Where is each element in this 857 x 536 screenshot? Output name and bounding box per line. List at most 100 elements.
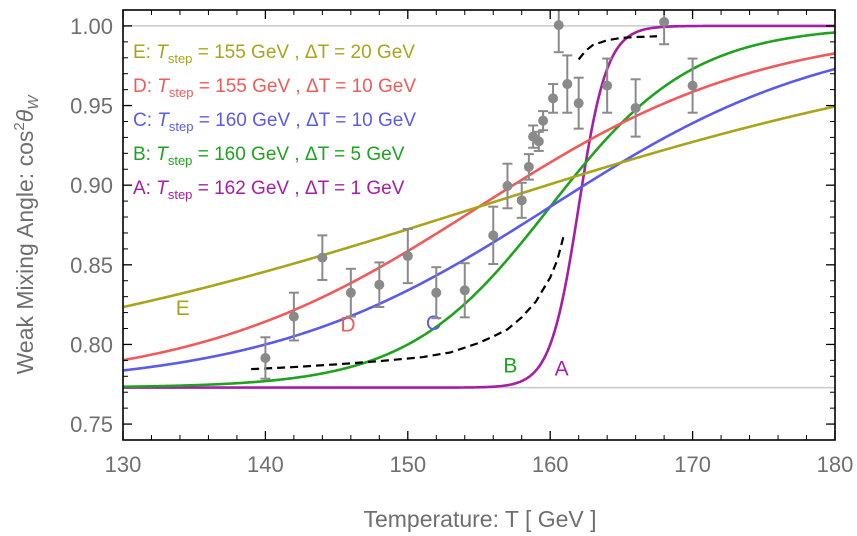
data-point-14 bbox=[538, 110, 549, 132]
y-axis-title-sub: W bbox=[25, 94, 42, 110]
y-axis-title: Weak Mixing Angle: cos2θW bbox=[11, 94, 42, 375]
data-marker bbox=[687, 80, 698, 91]
data-marker bbox=[538, 115, 549, 126]
plot-frame bbox=[122, 9, 836, 441]
dashed-curve-segment1 bbox=[251, 232, 566, 371]
legend-prefix: E: bbox=[133, 42, 156, 63]
data-point-19 bbox=[602, 57, 613, 114]
y-tick-label: 0.75 bbox=[70, 412, 113, 437]
legend-entry-b: B: Tstep = 160 GeV , ΔT = 5 GeV bbox=[133, 144, 405, 168]
data-marker bbox=[516, 195, 527, 206]
legend-t: T bbox=[156, 42, 169, 63]
curve-e bbox=[123, 105, 835, 309]
data-marker bbox=[602, 80, 613, 91]
legend: E: Tstep = 155 GeV , ΔT = 20 GeV D: Tstep… bbox=[133, 42, 416, 202]
data-marker bbox=[562, 79, 573, 90]
data-marker bbox=[317, 252, 328, 263]
data-marker bbox=[431, 287, 442, 298]
legend-entry-e: E: Tstep = 155 GeV , ΔT = 20 GeV bbox=[133, 42, 415, 66]
data-marker bbox=[459, 285, 470, 296]
legend-sub: step bbox=[169, 119, 194, 134]
data-marker bbox=[345, 287, 356, 298]
curve-label-e: E bbox=[176, 297, 190, 320]
legend-rest: = 160 GeV , ΔT = 10 GeV bbox=[193, 110, 416, 131]
data-marker bbox=[523, 161, 534, 172]
data-marker bbox=[573, 98, 584, 109]
y-tick-label: 0.80 bbox=[70, 332, 113, 357]
data-point-6 bbox=[431, 266, 442, 320]
legend-prefix: A: bbox=[133, 178, 156, 199]
plot-area: A B C D E bbox=[123, 10, 835, 389]
data-marker bbox=[260, 352, 271, 363]
data-point-8 bbox=[488, 205, 499, 266]
x-tick-label: 170 bbox=[674, 452, 711, 477]
y-tick-label: 0.85 bbox=[70, 253, 113, 278]
data-point-18 bbox=[573, 76, 584, 130]
data-marker bbox=[402, 251, 413, 262]
legend-entry-c: C: Tstep = 160 GeV , ΔT = 10 GeV bbox=[133, 110, 416, 134]
legend-prefix: B: bbox=[133, 144, 156, 165]
data-marker bbox=[553, 20, 564, 31]
data-point-22 bbox=[687, 57, 698, 114]
curve-label-d: D bbox=[340, 314, 355, 337]
data-marker bbox=[502, 180, 513, 191]
data-marker bbox=[533, 136, 544, 147]
data-point-4 bbox=[374, 261, 385, 309]
data-point-20 bbox=[630, 78, 641, 138]
curve-c bbox=[123, 67, 835, 372]
data-point-2 bbox=[317, 234, 328, 281]
curve-label-a: A bbox=[555, 358, 569, 381]
x-axis-title: Temperature: T [ GeV ] bbox=[363, 506, 596, 532]
data-point-13 bbox=[533, 130, 544, 152]
legend-sub: step bbox=[168, 187, 193, 202]
data-point-10 bbox=[516, 181, 527, 219]
curve-label-b: B bbox=[503, 354, 517, 377]
data-point-0 bbox=[260, 336, 271, 380]
y-axis-title-sup: 2 bbox=[11, 122, 28, 130]
data-point-15 bbox=[548, 83, 559, 114]
legend-t: T bbox=[157, 76, 170, 97]
legend-sub: step bbox=[168, 51, 193, 66]
data-point-21 bbox=[659, 10, 670, 46]
legend-t: T bbox=[156, 144, 169, 165]
legend-entry-d: D: Tstep = 155 GeV , ΔT = 10 GeV bbox=[133, 76, 416, 100]
x-tick-label: 180 bbox=[817, 452, 854, 477]
x-tick-label: 150 bbox=[389, 452, 426, 477]
curve-a bbox=[123, 24, 835, 389]
curve-label-c: C bbox=[426, 312, 441, 335]
legend-entry-a: A: Tstep = 162 GeV , ΔT = 1 GeV bbox=[133, 178, 405, 202]
data-point-9 bbox=[502, 162, 513, 210]
y-tick-label: 1.00 bbox=[70, 14, 113, 39]
data-marker bbox=[548, 93, 559, 104]
legend-rest: = 162 GeV , ΔT = 1 GeV bbox=[192, 178, 404, 199]
data-point-5 bbox=[402, 227, 413, 285]
plot-inner: A B C D E bbox=[123, 10, 835, 389]
legend-sub: step bbox=[169, 85, 194, 100]
data-marker bbox=[630, 102, 641, 113]
legend-rest: = 155 GeV , ΔT = 10 GeV bbox=[193, 76, 416, 97]
data-marker bbox=[288, 311, 299, 322]
data-point-16 bbox=[553, 10, 564, 54]
x-tick-label: 160 bbox=[532, 452, 569, 477]
legend-rest: = 160 GeV , ΔT = 5 GeV bbox=[192, 144, 404, 165]
y-axis-title-prefix: Weak Mixing Angle: cos bbox=[12, 131, 38, 375]
axes: 130 140 150 160 170 180 0.75 0.80 0.85 0.90 0.95 1.… bbox=[70, 9, 854, 477]
legend-prefix: C: bbox=[133, 110, 157, 131]
y-axis-title-theta: θ bbox=[12, 109, 38, 122]
data-point-3 bbox=[345, 267, 356, 318]
data-point-11 bbox=[523, 153, 534, 181]
y-tick-label: 0.95 bbox=[70, 94, 113, 119]
legend-t: T bbox=[157, 110, 170, 131]
y-tick-label: 0.90 bbox=[70, 173, 113, 198]
legend-prefix: D: bbox=[133, 76, 157, 97]
curve-b bbox=[123, 31, 835, 389]
data-marker bbox=[659, 16, 670, 27]
legend-rest: = 155 GeV , ΔT = 20 GeV bbox=[192, 42, 415, 63]
data-marker bbox=[374, 279, 385, 290]
x-tick-label: 130 bbox=[105, 452, 142, 477]
data-point-17 bbox=[562, 54, 573, 114]
x-tick-label: 140 bbox=[247, 452, 284, 477]
data-marker bbox=[488, 230, 499, 241]
